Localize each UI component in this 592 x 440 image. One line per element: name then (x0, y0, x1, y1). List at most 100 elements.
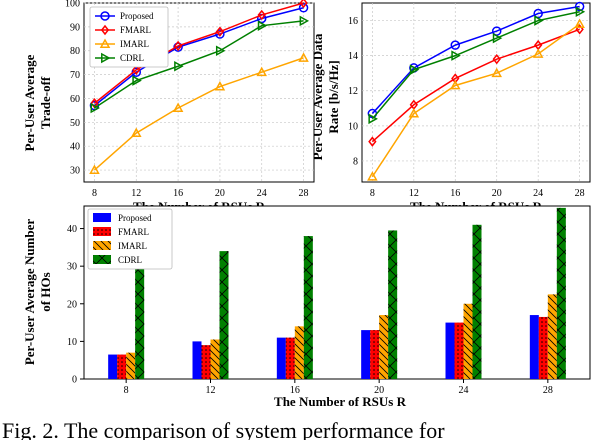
y-tick-label: 100 (65, 0, 80, 10)
y-tick-label: 10 (348, 121, 358, 132)
data-point-fmarl (132, 64, 141, 76)
data-point-imarl (491, 67, 503, 78)
bar-hatch (454, 322, 464, 379)
legend-label: Proposed (118, 213, 152, 223)
bar-hatch (463, 303, 473, 379)
y-tick-label: 20 (67, 299, 77, 310)
data-rate-chart: 81216202428810121416The Number of RSUs R… (310, 1, 591, 214)
y-tick-label: 30 (70, 166, 80, 177)
y-tick-label: 80 (70, 46, 80, 57)
data-point-imarl (172, 102, 184, 112)
series-line-imarl (93, 57, 304, 171)
data-point-fmarl (215, 26, 225, 37)
series-line-cdrl (371, 11, 580, 120)
bar-hatch (547, 294, 557, 379)
data-point-cdrl (534, 15, 544, 26)
series-line-fmarl (93, 2, 304, 104)
plot-area (361, 2, 591, 183)
x-tick-label: 28 (299, 188, 309, 199)
bar-hatch (135, 266, 145, 379)
bar-hatch (472, 224, 482, 379)
bar-proposed (276, 337, 286, 379)
data-point-fmarl (173, 40, 183, 52)
y-axis-label: Per-User AverageTrade-off (22, 54, 53, 151)
x-tick-label: 20 (492, 188, 502, 199)
legend-marker (100, 11, 110, 21)
x-tick-label: 28 (575, 188, 585, 199)
series-line-proposed (371, 5, 580, 115)
y-tick-label: 60 (70, 94, 80, 105)
trade-off-chart: 8121620242830405060708090100The Number o… (22, 0, 315, 214)
data-point-imarl (89, 164, 100, 175)
x-tick-label: 12 (409, 188, 419, 199)
legend-label: FMARL (120, 25, 151, 35)
x-axis-label: The Number of RSUs R (274, 394, 407, 409)
x-tick-label: 16 (173, 188, 183, 199)
series-line-proposed (93, 7, 304, 107)
x-tick-label: 24 (257, 188, 267, 199)
bar-hatch (201, 345, 211, 379)
data-point-cdrl (299, 15, 310, 27)
bar-proposed (445, 322, 455, 379)
y-tick-label: 30 (67, 262, 77, 273)
legend-swatch-hatch (93, 241, 111, 250)
data-point-proposed (574, 1, 585, 12)
series-line-imarl (371, 23, 581, 178)
bar-proposed (108, 354, 118, 379)
bar-hatch (556, 207, 566, 379)
legend-label: FMARL (118, 227, 149, 237)
legend-swatch-hatch (93, 227, 111, 236)
x-tick-label: 12 (131, 188, 141, 199)
data-point-cdrl (368, 113, 378, 125)
data-point-proposed (450, 40, 461, 50)
y-tick-label: 40 (67, 224, 77, 235)
y-axis-label: Per-User Average Numberof HOs (22, 219, 53, 366)
data-point-imarl (367, 171, 378, 181)
data-point-cdrl (451, 50, 461, 61)
data-point-imarl (298, 52, 309, 62)
y-axis-label: Per-User Average DataRate [b/s/Hz] (310, 33, 341, 160)
legend-swatch (93, 213, 111, 222)
bar-hatch (285, 337, 295, 379)
x-tick-label: 16 (450, 188, 460, 199)
x-tick-label: 28 (543, 385, 553, 396)
data-point-cdrl (215, 45, 226, 57)
legend-label: IMARL (120, 39, 149, 49)
data-point-fmarl (492, 53, 501, 65)
legend-swatch-hatch (93, 255, 111, 264)
legend-label: IMARL (118, 241, 147, 251)
bar-hatch (538, 316, 548, 379)
data-point-fmarl (368, 136, 377, 147)
x-tick-label: 16 (290, 385, 300, 396)
handover-chart: 8 12 16 20 24 28 0 10 20 30 40 The Number of RSUs R… (22, 205, 591, 409)
bar-proposed (529, 315, 539, 379)
y-tick-label: 12 (348, 86, 358, 97)
x-tick-label: 20 (215, 188, 225, 199)
bar-hatch (294, 326, 304, 379)
legend-marker (100, 24, 110, 36)
x-tick-label: 8 (92, 188, 97, 199)
x-tick-label: 8 (124, 385, 129, 396)
data-point-cdrl (90, 102, 100, 114)
bar-hatch (126, 352, 136, 379)
data-point-cdrl (575, 6, 586, 18)
data-point-cdrl (257, 20, 268, 31)
data-point-imarl (130, 127, 142, 138)
legend-label: CDRL (120, 53, 144, 63)
y-tick-label: 14 (348, 51, 358, 62)
y-tick-label: 90 (70, 22, 80, 33)
data-point-imarl (256, 66, 268, 77)
figure-caption: Fig. 2. The comparison of system perform… (2, 418, 445, 440)
data-point-imarl (408, 108, 420, 118)
y-tick-label: 40 (70, 142, 80, 153)
y-tick-label: 10 (67, 337, 77, 348)
x-tick-label: 8 (370, 188, 375, 199)
data-point-cdrl (409, 64, 420, 75)
data-point-imarl (574, 18, 585, 29)
legend-marker (99, 38, 111, 48)
bar-hatch (370, 330, 380, 379)
data-point-proposed (215, 29, 225, 39)
legend: Proposed FMARL IMARL CDRL (89, 6, 169, 68)
x-tick-label: 24 (459, 385, 469, 396)
